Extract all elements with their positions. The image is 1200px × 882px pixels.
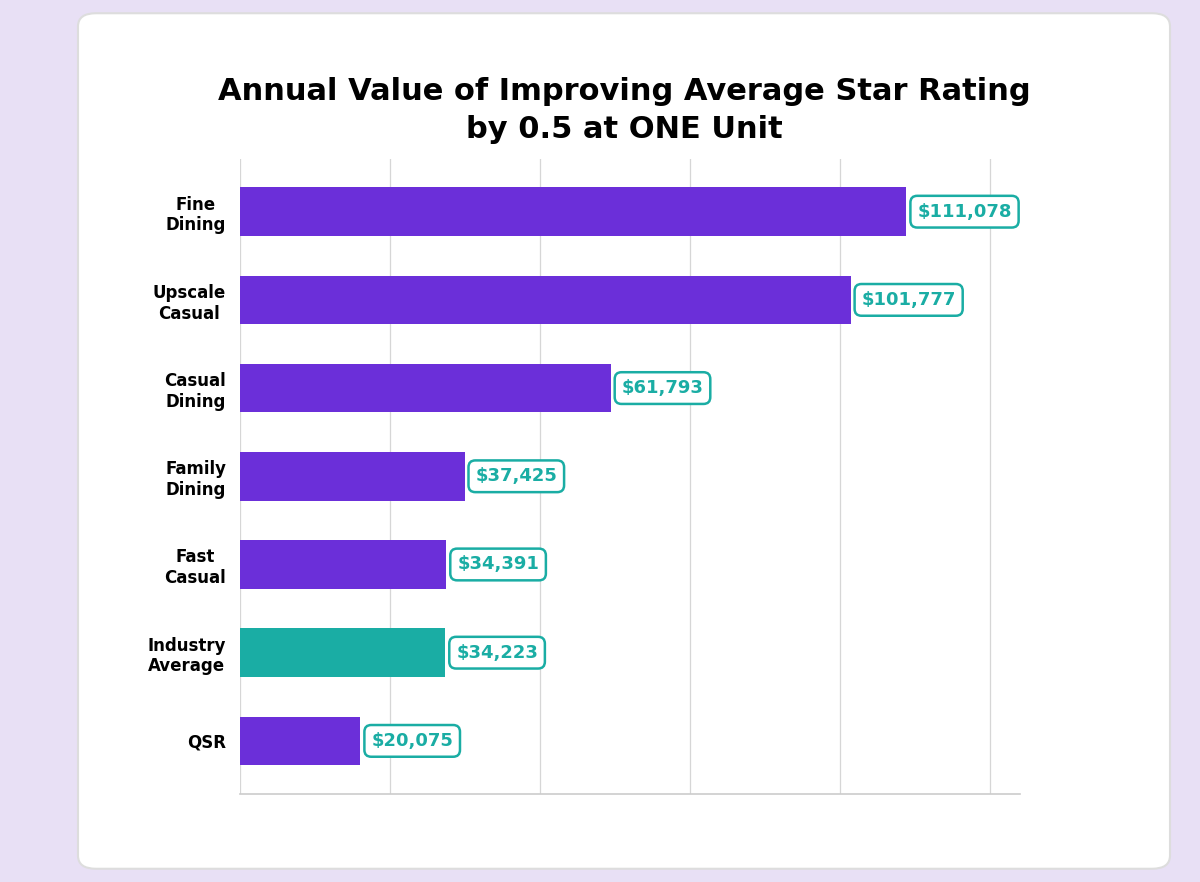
Bar <box>240 275 851 324</box>
Text: $37,425: $37,425 <box>475 467 557 485</box>
Bar <box>240 187 906 235</box>
Text: $34,223: $34,223 <box>456 644 538 662</box>
Bar <box>240 628 445 677</box>
Text: $101,777: $101,777 <box>862 291 956 309</box>
Bar <box>240 363 611 412</box>
Text: $34,391: $34,391 <box>457 556 539 573</box>
Text: $20,075: $20,075 <box>371 732 454 750</box>
Text: $61,793: $61,793 <box>622 379 703 397</box>
Bar <box>240 452 464 500</box>
Text: Annual Value of Improving Average Star Rating
by 0.5 at ONE Unit: Annual Value of Improving Average Star R… <box>217 77 1031 144</box>
Bar <box>240 540 446 589</box>
Bar <box>240 716 360 765</box>
Text: $111,078: $111,078 <box>917 203 1012 220</box>
